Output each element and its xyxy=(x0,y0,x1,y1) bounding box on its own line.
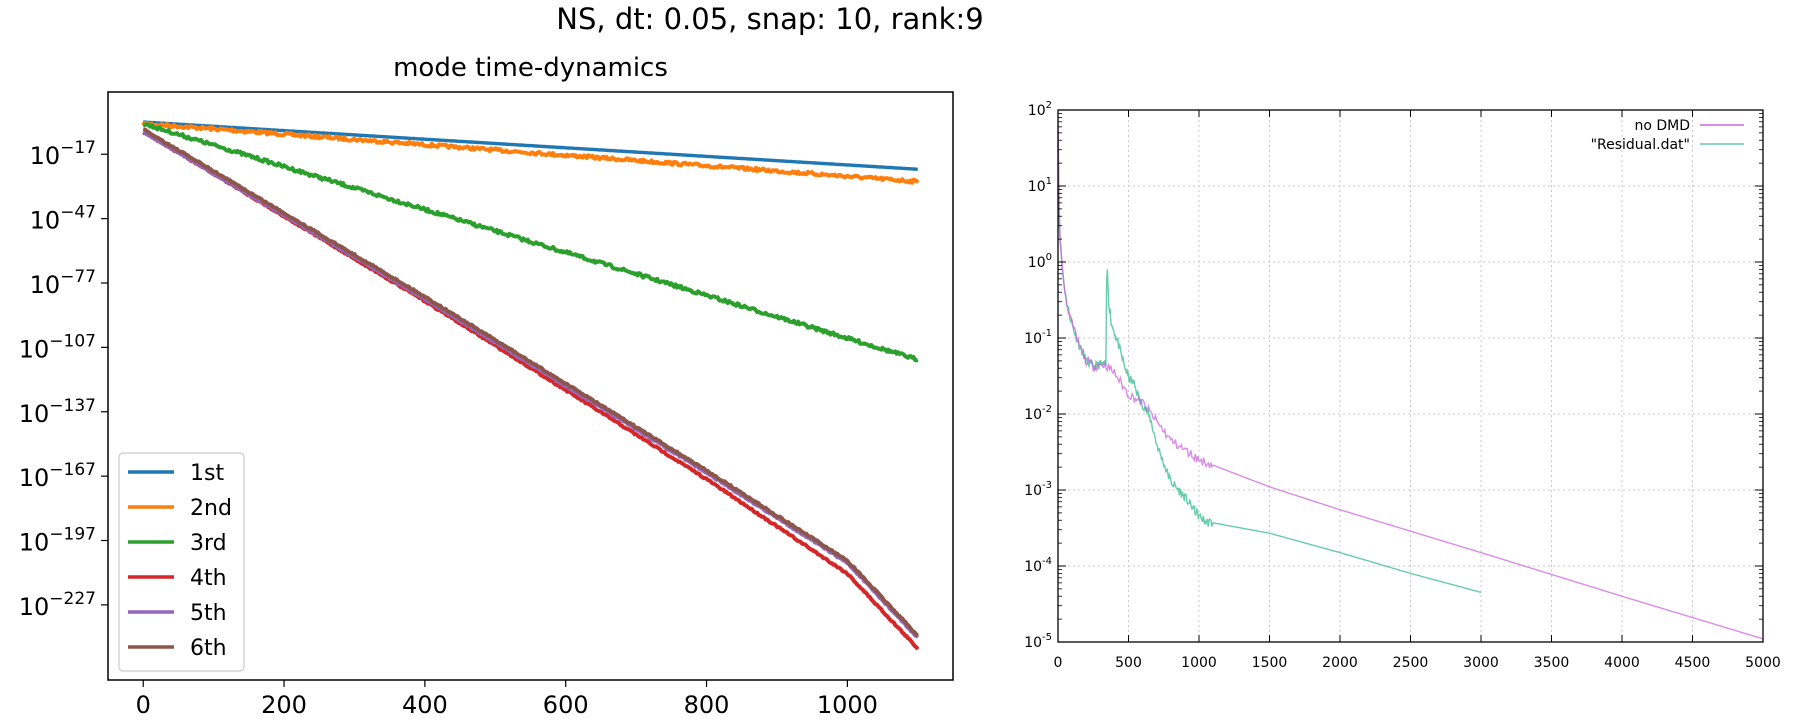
legend-label-3rd: 3rd xyxy=(190,531,227,556)
y-tick-label: 100 xyxy=(1028,252,1052,271)
y-tick-label: 10-1 xyxy=(1024,328,1052,347)
y-tick-label: 10−107 xyxy=(19,331,96,363)
legend-label-4th: 4th xyxy=(190,566,227,591)
x-tick-label: 3000 xyxy=(1463,655,1499,671)
figure-suptitle: NS, dt: 0.05, snap: 10, rank:9 xyxy=(556,2,984,36)
x-tick-label: 1000 xyxy=(1181,655,1217,671)
y-tick-label: 10−227 xyxy=(19,589,96,621)
series-line-residual xyxy=(1058,131,1482,594)
x-tick-label: 0 xyxy=(136,691,151,719)
x-tick-label: 2500 xyxy=(1393,655,1429,671)
series-group xyxy=(141,120,920,651)
legend-label-1st: 1st xyxy=(190,461,224,486)
x-tick-label: 0 xyxy=(1054,655,1063,671)
y-tick-label: 10−77 xyxy=(30,267,96,299)
x-tick-label: 500 xyxy=(1115,655,1142,671)
series-line-1st xyxy=(142,120,919,171)
y-tick-label: 10-3 xyxy=(1024,480,1052,499)
y-tick-label: 101 xyxy=(1028,176,1052,195)
axes-frame xyxy=(107,91,954,681)
series-line-no-dmd xyxy=(1058,124,1763,640)
series-line-6th xyxy=(142,127,919,638)
x-tick-label: 4000 xyxy=(1604,655,1640,671)
y-tick-label: 10−197 xyxy=(19,525,96,557)
y-tick-label: 10−47 xyxy=(30,203,96,235)
y-tick-label: 102 xyxy=(1028,100,1052,119)
legend-label-residual: "Residual.dat" xyxy=(1591,137,1690,153)
x-tick-label: 4500 xyxy=(1675,655,1711,671)
x-tick-label: 5000 xyxy=(1745,655,1781,671)
series-line-3rd xyxy=(142,122,919,363)
y-tick-label: 10−17 xyxy=(30,138,96,170)
legend-label-2nd: 2nd xyxy=(190,496,232,521)
y-tick-label: 10−137 xyxy=(19,396,96,428)
x-tick-label: 200 xyxy=(261,691,307,719)
y-tick-label: 10−167 xyxy=(19,460,96,492)
x-tick-label: 3500 xyxy=(1534,655,1570,671)
x-tick-label: 600 xyxy=(543,691,589,719)
series-line-2nd xyxy=(141,121,920,185)
series-group xyxy=(1058,124,1763,640)
y-tick-label: 10-4 xyxy=(1024,556,1052,575)
legend-label-6th: 6th xyxy=(190,636,227,661)
y-tick-label: 10-5 xyxy=(1024,632,1052,651)
x-tick-label: 400 xyxy=(402,691,448,719)
plot-mode-time-dynamics: mode time-dynamics 0 200 400 600 800 1000 10−17… xyxy=(19,53,954,719)
legend-label-5th: 5th xyxy=(190,601,227,626)
legend-label-no-dmd: no DMD xyxy=(1634,118,1690,134)
y-tick-label: 10-2 xyxy=(1024,404,1052,423)
chart-title: mode time-dynamics xyxy=(393,53,668,83)
x-tick-label: 1500 xyxy=(1252,655,1288,671)
x-tick-label: 800 xyxy=(684,691,730,719)
x-tick-label: 2000 xyxy=(1322,655,1358,671)
x-tick-label: 1000 xyxy=(817,691,878,719)
